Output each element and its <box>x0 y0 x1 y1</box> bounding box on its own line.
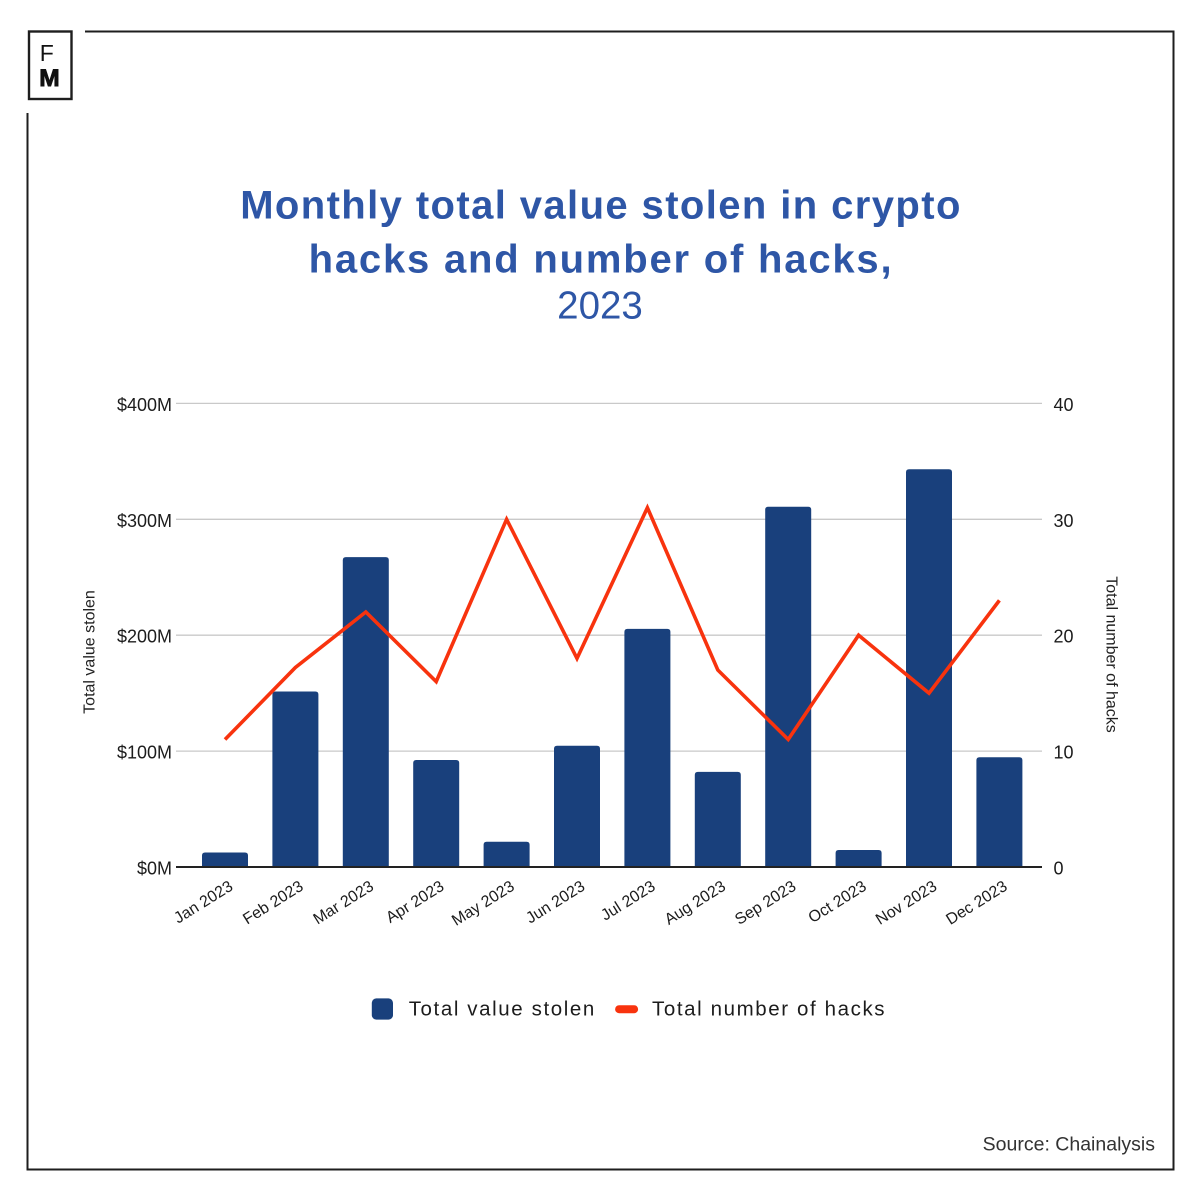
svg-text:30: 30 <box>1054 511 1074 531</box>
svg-text:Dec 2023: Dec 2023 <box>943 878 1010 929</box>
svg-text:Mar 2023: Mar 2023 <box>311 878 377 928</box>
svg-text:Sep 2023: Sep 2023 <box>732 878 799 929</box>
svg-text:Oct 2023: Oct 2023 <box>806 878 870 927</box>
svg-text:2023: 2023 <box>557 284 643 327</box>
svg-text:Nov 2023: Nov 2023 <box>873 878 940 929</box>
svg-text:Jan 2023: Jan 2023 <box>171 878 236 927</box>
svg-text:$400M: $400M <box>117 395 172 415</box>
svg-text:$200M: $200M <box>117 627 172 647</box>
svg-text:Aug 2023: Aug 2023 <box>662 878 729 929</box>
svg-text:hacks and number of hacks,: hacks and number of hacks, <box>309 238 894 282</box>
svg-text:Apr 2023: Apr 2023 <box>383 878 447 927</box>
svg-text:Total number of hacks: Total number of hacks <box>652 998 886 1021</box>
svg-text:$0M: $0M <box>137 859 172 879</box>
svg-text:40: 40 <box>1054 395 1074 415</box>
svg-text:Total value stolen: Total value stolen <box>409 998 596 1021</box>
svg-text:$300M: $300M <box>117 511 172 531</box>
svg-text:0: 0 <box>1054 859 1064 879</box>
svg-text:10: 10 <box>1054 743 1074 763</box>
svg-text:Total value stolen: Total value stolen <box>82 590 99 714</box>
svg-text:F: F <box>40 40 54 66</box>
svg-text:Source: Chainalysis: Source: Chainalysis <box>983 1134 1156 1156</box>
svg-text:M: M <box>39 65 59 92</box>
svg-text:$100M: $100M <box>117 743 172 763</box>
svg-text:Feb 2023: Feb 2023 <box>240 878 306 928</box>
svg-text:Total number of hacks: Total number of hacks <box>1103 576 1120 733</box>
svg-text:20: 20 <box>1054 627 1074 647</box>
svg-text:Monthly total value stolen in: Monthly total value stolen in crypto <box>240 184 962 228</box>
svg-text:May 2023: May 2023 <box>449 878 518 930</box>
svg-text:Jul 2023: Jul 2023 <box>598 878 658 925</box>
svg-text:Jun 2023: Jun 2023 <box>523 878 588 927</box>
